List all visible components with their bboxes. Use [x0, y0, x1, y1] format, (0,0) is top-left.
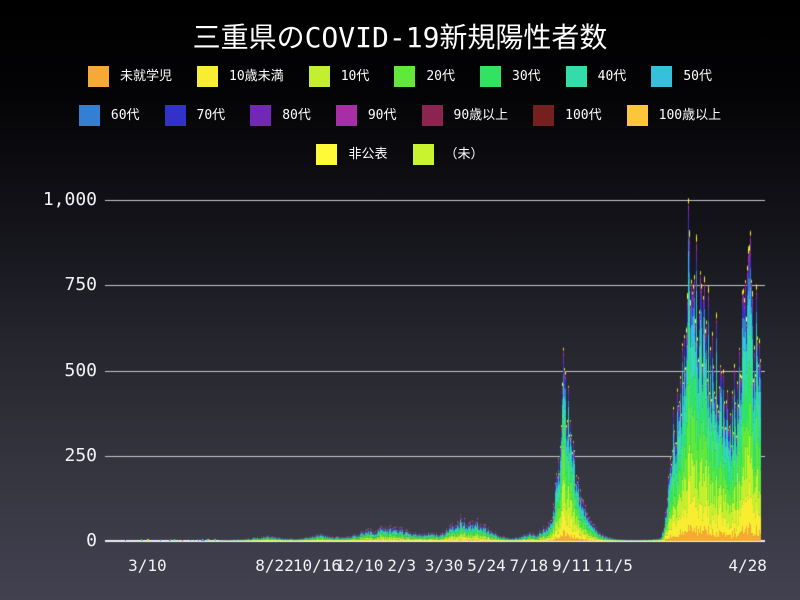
chart-title: 三重県のCOVID-19新規陽性者数: [192, 21, 608, 54]
legend-swatch: [197, 66, 219, 87]
legend-swatch: [394, 66, 416, 87]
legend-label: 30代: [512, 69, 541, 84]
legend-label: 10代: [340, 69, 370, 84]
legend-item: （未）: [412, 144, 484, 165]
legend: 未就学児 10歳未満 10代 20代 30代 40代 50代 60代 70代 80代 90代 90歳以…: [0, 66, 800, 183]
legend-label: 未就学児: [120, 69, 173, 84]
legend-label: 10歳未満: [229, 69, 284, 84]
legend-item: 20代: [394, 66, 455, 87]
x-tick-label: 12/10: [335, 556, 384, 575]
legend-item: 100歳以上: [626, 105, 722, 126]
y-tick-label: 1,000: [42, 189, 97, 210]
legend-item: 未就学児: [88, 66, 172, 87]
x-tick-label: 9/11: [551, 556, 591, 575]
legend-item: 100代: [533, 105, 602, 126]
x-tick-label: 10/16: [292, 556, 341, 575]
legend-label: 20代: [426, 69, 455, 84]
x-tick-label: 2/3: [387, 556, 417, 575]
y-tick-label: 250: [64, 444, 97, 466]
legend-row: 非公表 （未）: [0, 144, 800, 165]
legend-swatch: [335, 105, 357, 126]
legend-item: 10歳未満: [197, 66, 284, 87]
legend-item: 10代: [308, 66, 370, 87]
legend-swatch: [164, 105, 186, 126]
legend-swatch: [480, 66, 501, 87]
x-tick-label: 3/30: [424, 556, 464, 575]
x-tick-label: 8/22: [255, 556, 294, 575]
x-tick-label: 4/28: [728, 556, 767, 575]
legend-label: 90歳以上: [453, 108, 509, 123]
legend-item: 90代: [335, 105, 397, 126]
legend-item: 70代: [164, 105, 226, 126]
x-tick-label: 11/5: [594, 556, 633, 575]
legend-item: 30代: [480, 66, 541, 87]
legend-swatch: [421, 105, 443, 126]
legend-swatch: [88, 66, 110, 87]
legend-item: 60代: [78, 105, 140, 126]
legend-label: 50代: [683, 69, 712, 84]
legend-label: （未）: [444, 147, 484, 162]
x-tick-label: 3/10: [128, 556, 167, 575]
legend-swatch: [250, 105, 272, 126]
y-tick-label: 500: [64, 359, 97, 381]
legend-label: 40代: [597, 69, 627, 84]
legend-label: 100歳以上: [658, 108, 722, 123]
legend-item: 90歳以上: [421, 105, 509, 126]
legend-swatch: [78, 105, 100, 126]
legend-swatch: [533, 105, 555, 126]
legend-item: 40代: [565, 66, 627, 87]
y-tick-label: 0: [86, 530, 97, 551]
x-tick-label: 5/24: [467, 556, 506, 575]
y-tick-label: 750: [64, 274, 97, 296]
x-tick-label: 7/18: [509, 556, 549, 575]
legend-label: 80代: [282, 108, 311, 123]
legend-label: 90代: [367, 108, 397, 123]
legend-label: 100代: [565, 108, 602, 123]
legend-row: 未就学児 10歳未満 10代 20代 30代 40代 50代: [0, 66, 800, 87]
legend-swatch: [626, 105, 648, 126]
legend-swatch: [412, 144, 434, 165]
legend-item: 非公表: [316, 144, 388, 165]
legend-swatch: [651, 66, 673, 87]
legend-label: 70代: [196, 108, 226, 123]
legend-label: 60代: [110, 108, 140, 123]
legend-item: 80代: [250, 105, 311, 126]
legend-row: 60代 70代 80代 90代 90歳以上 100代 100歳以上: [0, 105, 800, 126]
legend-label: 非公表: [348, 147, 388, 162]
legend-item: 50代: [651, 66, 712, 87]
legend-swatch: [316, 144, 338, 165]
legend-swatch: [565, 66, 587, 87]
legend-swatch: [308, 66, 330, 87]
